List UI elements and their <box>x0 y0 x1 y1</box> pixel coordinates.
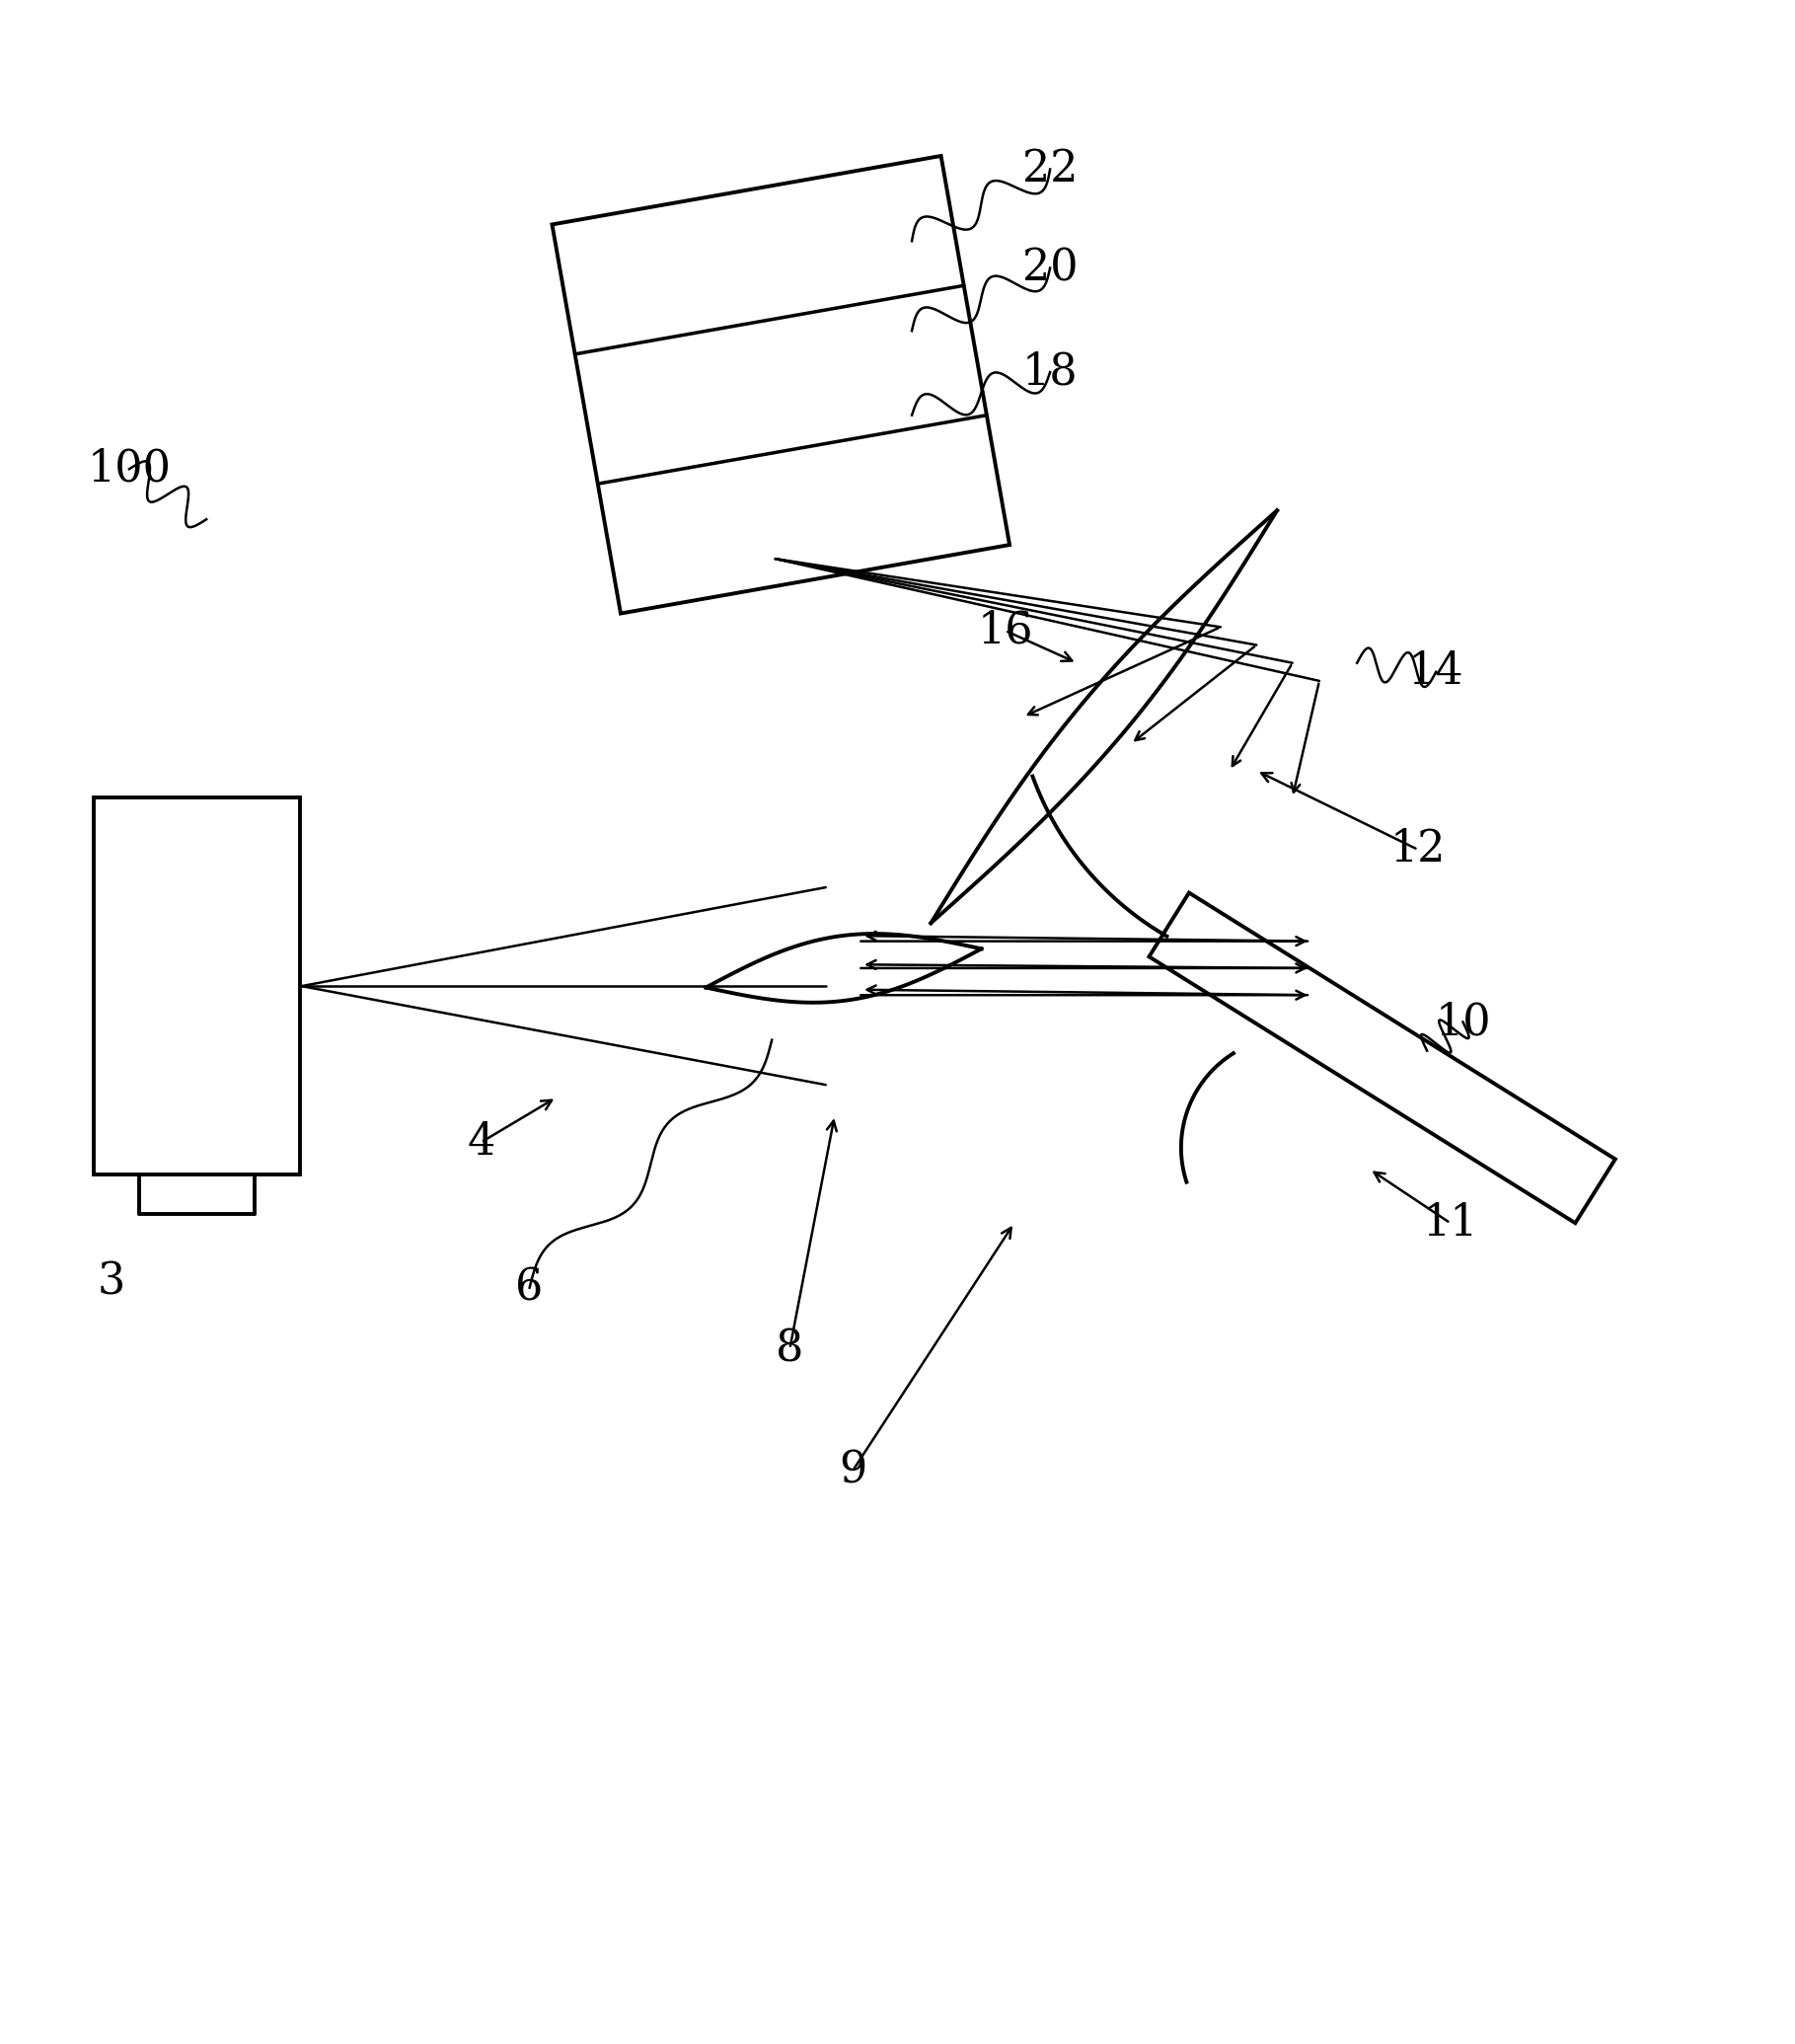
Text: 20: 20 <box>1021 247 1079 290</box>
Text: 22: 22 <box>1021 147 1079 190</box>
Text: 16: 16 <box>976 609 1034 652</box>
Text: 11: 11 <box>1422 1202 1479 1245</box>
Text: 4: 4 <box>467 1120 495 1163</box>
Text: 14: 14 <box>1407 650 1465 693</box>
Text: 8: 8 <box>775 1327 804 1369</box>
Text: 10: 10 <box>1434 1002 1492 1042</box>
Text: 100: 100 <box>88 448 171 491</box>
Bar <box>93 797 300 1175</box>
Text: 6: 6 <box>515 1267 544 1308</box>
Text: 3: 3 <box>97 1261 126 1304</box>
Text: 18: 18 <box>1021 352 1079 392</box>
Text: 12: 12 <box>1389 828 1447 871</box>
Text: 9: 9 <box>838 1449 867 1492</box>
